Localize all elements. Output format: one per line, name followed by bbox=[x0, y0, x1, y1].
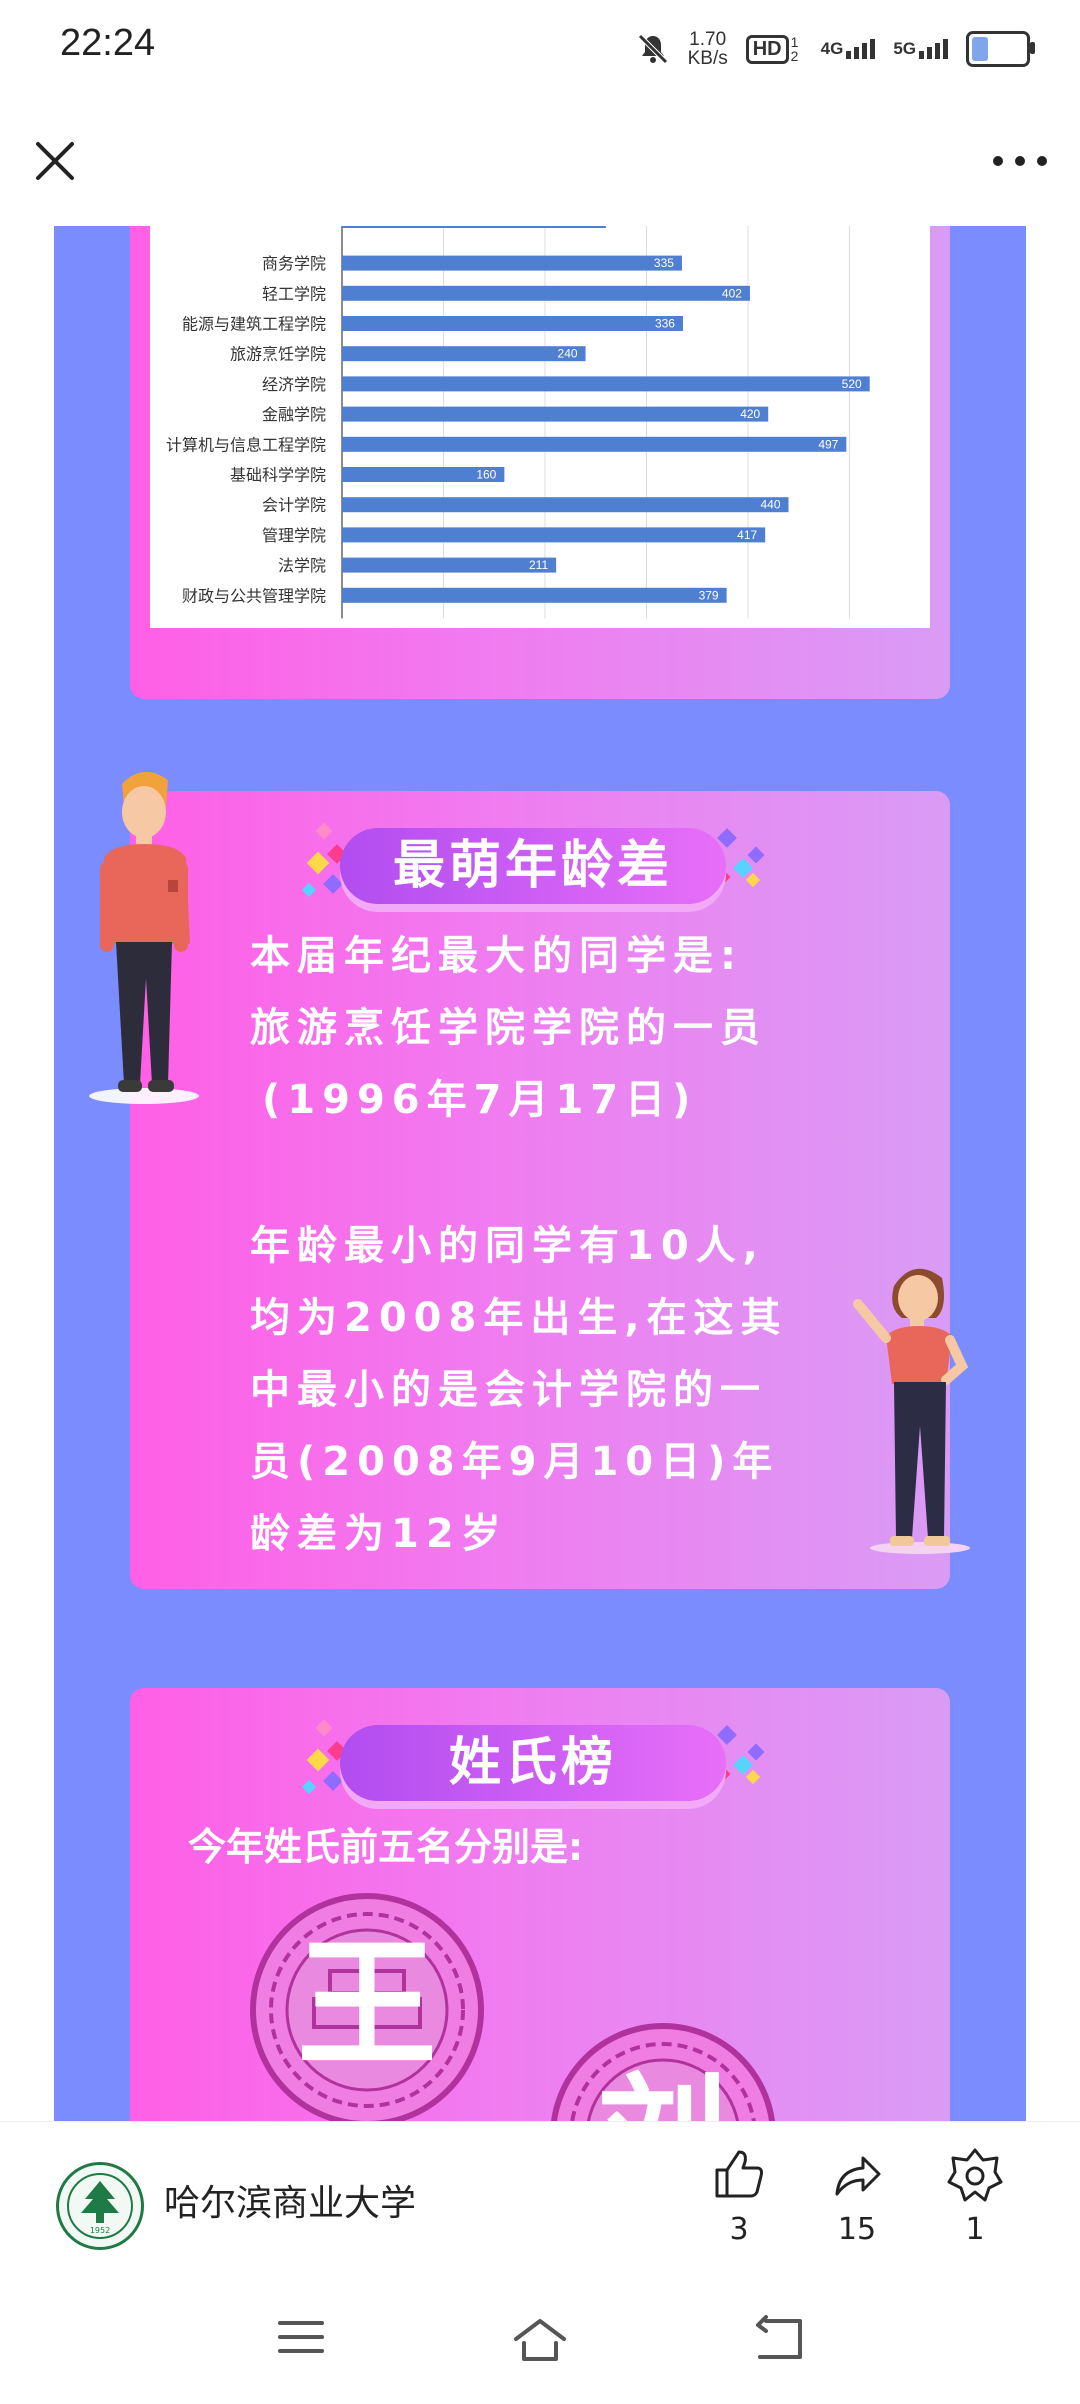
signal-5g-icon: 5G bbox=[893, 39, 948, 59]
age-line-1: 本届年纪最大的同学是: bbox=[250, 933, 743, 979]
seal-2-character: 刘 bbox=[598, 2059, 728, 2121]
account-logo[interactable]: 1952 bbox=[56, 2162, 144, 2250]
share-button[interactable]: 15 bbox=[817, 2146, 897, 2247]
chart-category-label: 能源与建筑工程学院 bbox=[182, 315, 326, 334]
age-line-6: 中最小的是会计学院的一 bbox=[250, 1367, 767, 1413]
favorite-icon bbox=[947, 2148, 1003, 2202]
chart-data-label: 440 bbox=[760, 498, 780, 512]
home-icon[interactable] bbox=[510, 2315, 570, 2365]
sparkle-decoration-2 bbox=[301, 1719, 765, 1795]
chart-category-label: 经济学院 bbox=[262, 375, 326, 394]
chart-bar-partial bbox=[342, 226, 606, 228]
chart-category-label: 商务学院 bbox=[262, 254, 326, 273]
net-speed-value: 1.70 bbox=[689, 29, 727, 50]
bar-chart-panel: 335 商务学院 402 轻工学院 336 能源与建筑工程学院 240 旅游烹饪学院 520 经济… bbox=[150, 226, 930, 645]
chart-category-label: 计算机与信息工程学院 bbox=[166, 435, 326, 454]
chart-bar bbox=[342, 467, 505, 482]
signal-4g-icon: 4G bbox=[821, 39, 876, 59]
chart-category-label: 会计学院 bbox=[262, 496, 326, 515]
chart-data-label: 211 bbox=[529, 558, 548, 572]
age-line-3: (1996年7月17日) bbox=[262, 1077, 698, 1123]
surname-seal-2: 刘 bbox=[551, 2023, 775, 2121]
university-logo-icon: 1952 bbox=[67, 2173, 133, 2239]
age-line-8: 龄差为12岁 bbox=[250, 1511, 508, 1557]
bar-chart: 335 商务学院 402 轻工学院 336 能源与建筑工程学院 240 旅游烹饪学院 520 经济… bbox=[166, 226, 870, 645]
surname-seal-1: 王 bbox=[250, 1893, 484, 2121]
chart-bar bbox=[342, 346, 586, 362]
favorite-count: 1 bbox=[965, 2212, 985, 2247]
chart-data-label: 402 bbox=[722, 286, 742, 300]
chart-category-label: 金融学院 bbox=[262, 405, 326, 424]
like-count: 3 bbox=[729, 2212, 749, 2247]
chart-category-label: 基础科学学院 bbox=[230, 466, 326, 485]
name-section-intro: 今年姓氏前五名分别是: bbox=[188, 1825, 584, 1869]
status-bar: 22:24 1.70 KB/s HD 1 2 4G 5G bbox=[0, 0, 1080, 96]
chart-bar bbox=[342, 497, 789, 513]
article-content[interactable]: 335 商务学院 402 轻工学院 336 能源与建筑工程学院 240 旅游烹饪学院 520 经济… bbox=[0, 226, 1080, 2121]
close-icon[interactable] bbox=[30, 136, 80, 186]
chart-data-label: 497 bbox=[818, 437, 838, 451]
status-time: 22:24 bbox=[60, 22, 156, 64]
bell-muted-icon bbox=[637, 34, 668, 64]
chart-data-label: 240 bbox=[558, 347, 578, 361]
chart-bar bbox=[342, 376, 870, 392]
account-name[interactable]: 哈尔滨商业大学 bbox=[164, 2183, 417, 2224]
chart-bar bbox=[342, 436, 847, 452]
favorite-button[interactable]: 1 bbox=[935, 2146, 1015, 2247]
age-line-5: 均为2008年出生,在这其 bbox=[250, 1295, 788, 1341]
chart-data-label: 420 bbox=[740, 407, 760, 421]
boy-illustration bbox=[89, 771, 199, 1104]
battery-fill bbox=[972, 37, 988, 61]
signal-5g-label: 5G bbox=[893, 39, 916, 58]
seal-1-character: 王 bbox=[297, 1923, 437, 2087]
logo-year: 1952 bbox=[90, 2226, 110, 2235]
net-speed: 1.70 KB/s bbox=[688, 30, 728, 68]
chart-bar bbox=[342, 587, 727, 603]
age-section-title: 最萌年龄差 bbox=[340, 828, 726, 904]
chart-data-label: 379 bbox=[699, 588, 719, 602]
chart-data-label: 335 bbox=[654, 256, 674, 270]
sparkle-decoration bbox=[301, 822, 765, 898]
battery-icon bbox=[966, 31, 1035, 67]
status-icons: 1.70 KB/s HD 1 2 4G 5G bbox=[636, 26, 1035, 72]
system-nav-bar bbox=[0, 2275, 1080, 2404]
signal-4g-label: 4G bbox=[820, 39, 844, 58]
like-button[interactable]: 3 bbox=[699, 2146, 779, 2247]
chart-bar bbox=[342, 285, 750, 301]
hd-label: HD bbox=[745, 34, 789, 64]
bottom-action-bar: 1952 哈尔滨商业大学 3 15 1 bbox=[0, 2121, 1080, 2276]
hd-voice-icon: HD 1 2 bbox=[745, 34, 803, 64]
chart-data-label: 520 bbox=[842, 377, 862, 391]
chart-bar bbox=[342, 527, 766, 543]
chart-bar bbox=[342, 255, 682, 271]
menu-icon[interactable] bbox=[276, 2315, 326, 2359]
chart-category-label: 管理学院 bbox=[262, 526, 326, 545]
chart-category-label: 轻工学院 bbox=[262, 284, 326, 303]
chart-bar bbox=[342, 316, 683, 331]
chart-category-label: 财政与公共管理学院 bbox=[182, 586, 326, 605]
thumbs-up-icon bbox=[715, 2150, 763, 2198]
share-icon bbox=[835, 2156, 881, 2196]
hd-sub: 1 2 bbox=[790, 34, 799, 64]
chart-data-label: 336 bbox=[655, 317, 675, 331]
more-icon[interactable] bbox=[990, 148, 1050, 174]
share-count: 15 bbox=[837, 2212, 877, 2247]
net-speed-unit: KB/s bbox=[687, 48, 728, 69]
girl-illustration bbox=[853, 1268, 970, 1554]
chart-data-label: 417 bbox=[737, 528, 757, 542]
age-line-7: 员(2008年9月10日)年 bbox=[250, 1439, 780, 1485]
chart-category-label: 法学院 bbox=[278, 556, 326, 575]
name-section-title: 姓氏榜 bbox=[340, 1725, 726, 1801]
age-line-4: 年龄最小的同学有10人, bbox=[250, 1223, 765, 1269]
chart-data-label: 160 bbox=[476, 468, 496, 482]
top-bar bbox=[0, 96, 1080, 227]
chart-bar bbox=[342, 406, 769, 422]
chart-bar bbox=[342, 557, 557, 573]
age-line-2: 旅游烹饪学院学院的一员 bbox=[250, 1005, 767, 1051]
back-icon[interactable] bbox=[752, 2315, 808, 2363]
age-card bbox=[130, 791, 950, 1589]
chart-category-label: 旅游烹饪学院 bbox=[230, 345, 326, 364]
